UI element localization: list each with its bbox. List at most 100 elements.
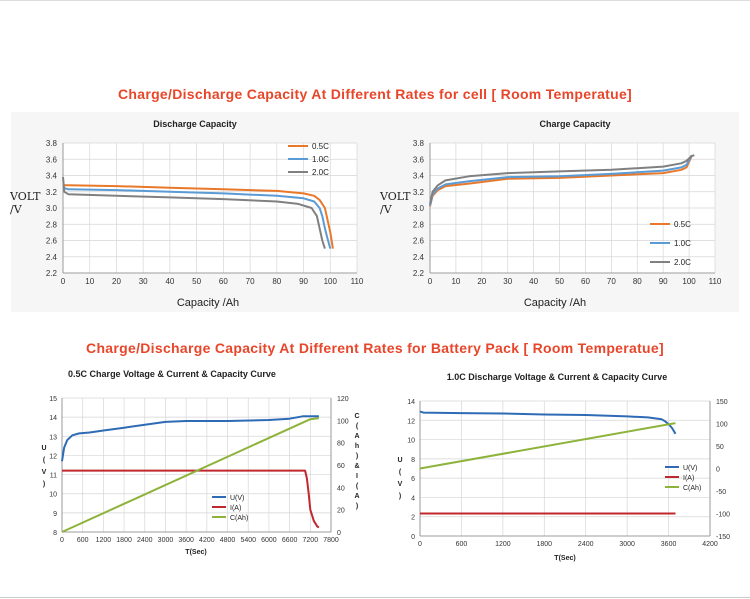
pack-charge-y2label: C xyxy=(354,413,359,420)
pack-discharge-y2tick: -50 xyxy=(716,489,726,496)
pack-charge-y2label: h xyxy=(355,443,359,450)
cell-charge-ytick: 2.8 xyxy=(413,220,425,229)
cell-discharge-ytick: 3.6 xyxy=(46,155,58,164)
cell-charge-xtick: 50 xyxy=(555,277,564,286)
cell-discharge-xtick: 30 xyxy=(139,277,148,286)
pack-charge-xtick: 4200 xyxy=(199,537,215,544)
cell-charge-xlabel: Capacity /Ah xyxy=(524,297,586,309)
cell-discharge-xtick: 50 xyxy=(192,277,201,286)
pack-charge-xtick: 6600 xyxy=(282,537,298,544)
pack-discharge-y2tick: 50 xyxy=(716,444,724,451)
pack-discharge-ylabel: U xyxy=(397,457,402,464)
pack-charge-y2label: ( xyxy=(356,423,359,430)
pack-charge-xtick: 5400 xyxy=(240,537,256,544)
pack-charge-y2tick: 60 xyxy=(337,463,345,470)
pack-discharge-xtick: 600 xyxy=(456,541,468,548)
pack-discharge-ytick: 6 xyxy=(411,476,415,483)
pack-discharge-ytick: 12 xyxy=(407,418,415,425)
pack-charge-xtick: 1200 xyxy=(96,537,112,544)
pack-charge-ytick: 13 xyxy=(49,434,57,441)
cell-discharge-xtick: 80 xyxy=(272,277,281,286)
cell-discharge-legend-label: 2.0C xyxy=(312,168,329,177)
pack-charge-xtick: 3600 xyxy=(178,537,194,544)
pack-charge-xtick: 7200 xyxy=(303,537,319,544)
pack-charge-ytick: 11 xyxy=(50,473,57,480)
pack-discharge-xtick: 1800 xyxy=(536,541,552,548)
pack-discharge-xtick: 3600 xyxy=(661,541,677,548)
pack-charge-y2label: A xyxy=(354,493,359,500)
cell-discharge-ytick: 2.4 xyxy=(46,253,58,262)
pack-charge-series-uv xyxy=(61,415,319,462)
cell-discharge-ytick: 2.6 xyxy=(46,237,58,246)
pack-discharge-xtick: 1200 xyxy=(495,541,511,548)
pack-charge-xtick: 4800 xyxy=(220,537,236,544)
pack-discharge-legend-label: C(Ah) xyxy=(683,485,701,492)
cell-discharge-ytick: 2.8 xyxy=(46,220,58,229)
pack-charge-y2label: I xyxy=(356,473,358,480)
pack-charge-ytick: 12 xyxy=(49,453,57,460)
cell-charge-ytick: 3.6 xyxy=(413,155,425,164)
cell-discharge-series-05c xyxy=(63,184,334,249)
pack-discharge-xtick: 2400 xyxy=(578,541,594,548)
pack-charge-y2label: ) xyxy=(356,453,358,460)
cell-discharge-legend-label: 0.5C xyxy=(312,142,329,151)
cell-discharge-ylabel: /V xyxy=(10,203,23,216)
pack-charge-legend-label: U(V) xyxy=(230,495,244,502)
pack-charge-y2label: ( xyxy=(356,483,359,490)
pack-charge-legend-label: C(Ah) xyxy=(230,515,248,522)
pack-discharge-legend-label: I(A) xyxy=(683,475,694,482)
pack-discharge-title: 1.0C Discharge Voltage & Current & Capac… xyxy=(447,372,667,382)
pack-charge-y2tick: 20 xyxy=(337,508,345,515)
pack-discharge-ylabel: V xyxy=(398,481,403,488)
pack-charge-y2tick: 100 xyxy=(337,418,349,425)
cell-discharge-xtick: 0 xyxy=(61,277,66,286)
pack-charge-y2label: A xyxy=(354,433,359,440)
pack-charge-y2label: ) xyxy=(356,503,358,510)
pack-discharge-ytick: 2 xyxy=(411,515,415,522)
cell-discharge-xtick: 90 xyxy=(299,277,308,286)
cell-discharge-ytick: 3.0 xyxy=(46,204,58,213)
top-divider xyxy=(0,0,750,1)
cell-charge-ytick: 2.2 xyxy=(413,269,425,278)
pack-discharge-y2tick: 100 xyxy=(716,422,728,429)
cell-charge-xtick: 20 xyxy=(477,277,486,286)
cell-discharge-series-20c xyxy=(62,177,326,249)
pack-charge-ylabel: U xyxy=(41,445,46,452)
cell-discharge-series-10c xyxy=(62,186,332,249)
pack-discharge-ytick: 0 xyxy=(411,534,415,541)
pack-section-heading: Charge/Discharge Capacity At Different R… xyxy=(86,340,664,356)
pack-charge-series-ia xyxy=(62,469,320,529)
cell-charge-xtick: 100 xyxy=(682,277,696,286)
cell-discharge-xtick: 60 xyxy=(219,277,228,286)
pack-charge-ytick: 14 xyxy=(49,415,57,422)
pack-discharge-ytick: 10 xyxy=(407,438,415,445)
pack-charge-xtick: 1800 xyxy=(116,537,132,544)
cell-charge-xtick: 110 xyxy=(709,277,722,286)
cell-charge-ytick: 3.2 xyxy=(413,188,425,197)
cell-charge-xtick: 0 xyxy=(428,277,433,286)
pack-charge-xtick: 0 xyxy=(60,537,64,544)
pack-charge-y2label: & xyxy=(354,463,359,470)
cell-discharge-ylabel: VOLT xyxy=(9,190,41,203)
cell-discharge-xtick: 40 xyxy=(165,277,174,286)
cell-discharge-ytick: 2.2 xyxy=(46,269,58,278)
cell-charge-title: Charge Capacity xyxy=(539,119,610,129)
pack-discharge-ytick: 4 xyxy=(411,495,415,502)
cell-discharge-xtick: 70 xyxy=(246,277,255,286)
pack-discharge-xtick: 4200 xyxy=(702,541,718,548)
pack-discharge-series-cah xyxy=(419,422,676,470)
pack-charge-ytick: 10 xyxy=(49,492,57,499)
pack-charge-ylabel: ) xyxy=(43,481,45,488)
cell-discharge-ytick: 3.8 xyxy=(46,139,58,148)
pack-charge-series-cah xyxy=(61,417,320,533)
bottom-divider xyxy=(0,597,750,598)
cell-charge-xtick: 80 xyxy=(633,277,642,286)
cell-charge-ytick: 3.8 xyxy=(413,139,425,148)
cell-charge-ylabel: VOLT xyxy=(379,190,411,203)
cell-discharge-title: Discharge Capacity xyxy=(153,119,237,129)
cell-charge-xtick: 10 xyxy=(451,277,460,286)
cell-discharge-xtick: 10 xyxy=(85,277,94,286)
cell-charge-legend-label: 0.5C xyxy=(674,220,691,229)
pack-discharge-ytick: 14 xyxy=(407,399,415,406)
